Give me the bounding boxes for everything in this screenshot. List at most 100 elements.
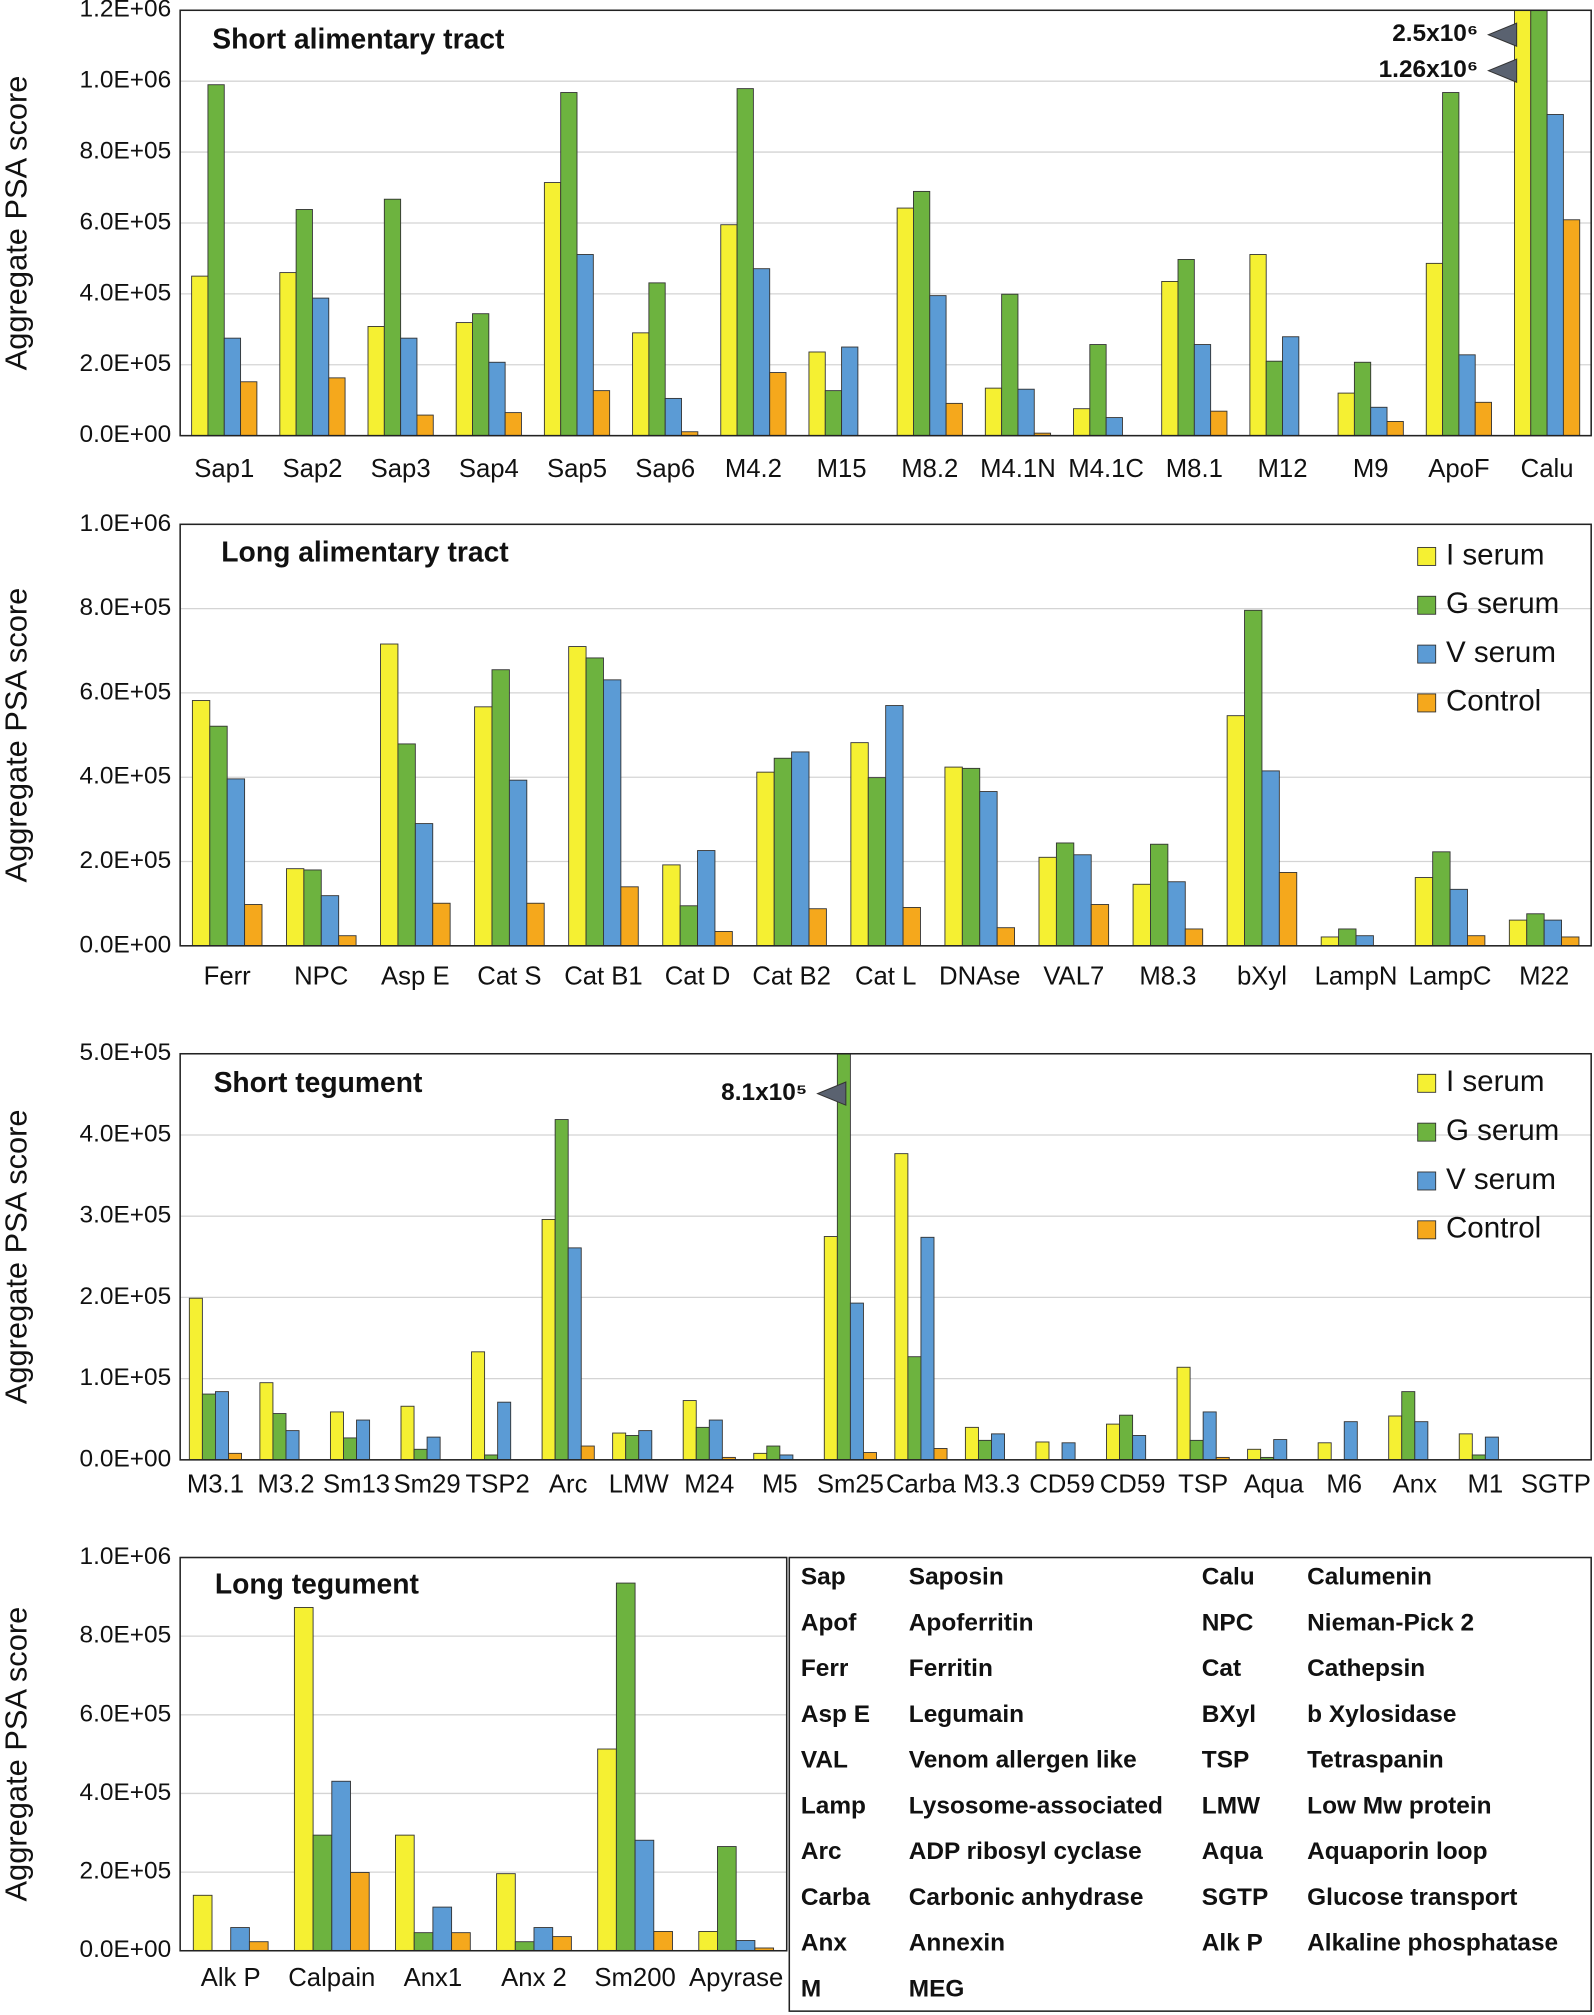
table-cell: VAL bbox=[801, 1747, 848, 1774]
bar bbox=[397, 743, 416, 946]
bar bbox=[603, 679, 622, 946]
bar bbox=[885, 705, 904, 946]
bar bbox=[773, 757, 793, 946]
bar bbox=[471, 1351, 486, 1460]
plot-frame bbox=[179, 9, 1592, 437]
y-tick-label: 8.0E+05 bbox=[80, 594, 172, 621]
bar bbox=[648, 282, 666, 436]
bar bbox=[1089, 344, 1107, 436]
bar bbox=[977, 1439, 992, 1460]
bar bbox=[1337, 392, 1355, 436]
bar bbox=[367, 326, 385, 436]
table-cell: Alkaline phosphatase bbox=[1307, 1930, 1558, 1957]
bar bbox=[1353, 361, 1372, 436]
bar bbox=[933, 1448, 948, 1460]
legend-label: V serum bbox=[1446, 636, 1556, 669]
table-cell: Legumain bbox=[909, 1701, 1024, 1728]
bar bbox=[413, 1932, 434, 1951]
bar bbox=[1193, 344, 1212, 436]
legend-swatch bbox=[1417, 1171, 1437, 1191]
bar bbox=[735, 1940, 756, 1951]
bar bbox=[497, 1401, 512, 1460]
x-tick-label: Sap4 bbox=[459, 455, 519, 483]
table-cell: Glucose transport bbox=[1307, 1884, 1517, 1911]
legend-swatch bbox=[1417, 546, 1437, 566]
x-tick-label: M6 bbox=[1326, 1470, 1362, 1498]
x-tick-label: Cat B1 bbox=[564, 963, 643, 991]
bar bbox=[1484, 1436, 1499, 1460]
bar bbox=[620, 886, 639, 946]
y-tick-label: 2.0E+05 bbox=[80, 350, 172, 377]
bar bbox=[356, 1419, 371, 1460]
bar bbox=[543, 182, 562, 436]
x-tick-label: LampN bbox=[1315, 963, 1398, 991]
x-tick-label: TSP2 bbox=[466, 1470, 530, 1498]
y-tick-label: 0.0E+00 bbox=[80, 1936, 172, 1963]
bar bbox=[597, 1748, 617, 1951]
bar bbox=[1343, 1421, 1358, 1460]
table-cell: Carbonic anhydrase bbox=[909, 1884, 1144, 1911]
bar bbox=[849, 1302, 864, 1460]
bar bbox=[533, 1927, 554, 1951]
bar bbox=[862, 1452, 877, 1460]
bar bbox=[1226, 715, 1245, 946]
bar bbox=[395, 1834, 415, 1951]
bars bbox=[191, 10, 1581, 436]
bar bbox=[272, 1413, 287, 1460]
bar bbox=[400, 337, 418, 436]
bar bbox=[1449, 888, 1468, 946]
bar bbox=[612, 1432, 627, 1460]
chart-panel: 0.0E+00 2.0E+05 4.0E+05 6.0E+05 8.0E+05 1.0E+… bbox=[0, 1543, 788, 1992]
bar bbox=[1530, 10, 1548, 436]
y-tick-label: 6.0E+05 bbox=[80, 1700, 172, 1727]
bar bbox=[896, 207, 914, 436]
y-tick-label: 2.0E+05 bbox=[80, 847, 172, 874]
y-tick-label: 4.0E+05 bbox=[80, 1779, 172, 1806]
y-axis-label: Aggregate PSA score bbox=[0, 1607, 33, 1902]
bar bbox=[201, 1393, 216, 1460]
bar bbox=[1247, 1448, 1262, 1460]
table-cell: Anx bbox=[801, 1930, 848, 1957]
bar bbox=[1176, 1366, 1191, 1460]
bar bbox=[1119, 1414, 1134, 1460]
bar bbox=[1414, 1421, 1429, 1460]
bar bbox=[383, 198, 402, 436]
bar bbox=[632, 332, 650, 436]
y-tick-label: 1.0E+05 bbox=[80, 1364, 172, 1391]
bar bbox=[902, 907, 921, 946]
legend-swatch bbox=[1417, 693, 1437, 713]
x-tick-label: Sap2 bbox=[282, 455, 342, 483]
bar bbox=[496, 1873, 516, 1951]
bar bbox=[1090, 904, 1110, 946]
bar bbox=[303, 869, 322, 946]
x-tick-label: Cat B2 bbox=[752, 963, 831, 991]
bar bbox=[625, 1435, 640, 1460]
y-tick-label: 4.0E+05 bbox=[80, 763, 172, 790]
x-tick-label: LampC bbox=[1409, 963, 1492, 991]
bar bbox=[1105, 417, 1123, 436]
bar bbox=[698, 1931, 718, 1951]
x-tick-label: Arc bbox=[549, 1470, 588, 1498]
bar bbox=[432, 1906, 453, 1951]
bar bbox=[1189, 1439, 1204, 1460]
bar bbox=[1106, 1423, 1120, 1460]
bar bbox=[721, 1456, 736, 1460]
bar bbox=[653, 1931, 673, 1951]
bar bbox=[279, 272, 297, 436]
bar bbox=[662, 864, 681, 946]
table-cell: TSP bbox=[1202, 1747, 1249, 1774]
legend-swatch bbox=[1417, 595, 1437, 615]
bar bbox=[867, 777, 887, 946]
bar bbox=[192, 1894, 213, 1951]
legend-label: G serum bbox=[1446, 587, 1559, 620]
x-tick-label: M24 bbox=[684, 1470, 734, 1498]
x-tick-label: M3.3 bbox=[963, 1470, 1020, 1498]
x-tick-label: Asp E bbox=[381, 963, 450, 991]
bar bbox=[964, 1426, 979, 1460]
bar bbox=[1202, 1411, 1217, 1460]
x-tick-label: Sap3 bbox=[371, 455, 431, 483]
bar bbox=[1261, 770, 1280, 946]
bars bbox=[188, 1053, 1499, 1460]
chart-panel: 0.0E+00 2.0E+05 4.0E+05 6.0E+05 8.0E+05 1.0E+… bbox=[0, 510, 1592, 991]
bar bbox=[929, 295, 947, 436]
